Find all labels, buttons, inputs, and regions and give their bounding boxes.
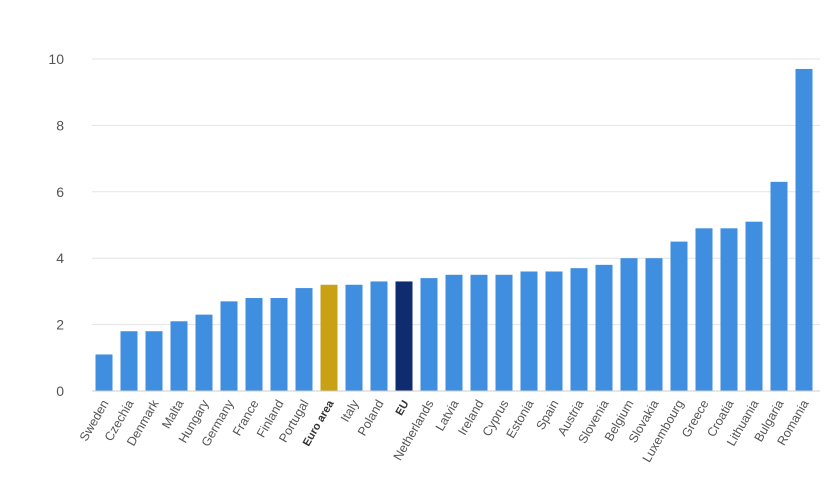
bar-eu xyxy=(395,281,413,391)
bar-portugal xyxy=(295,288,313,391)
y-tick-label: 0 xyxy=(56,383,64,399)
bar-spain xyxy=(545,271,563,391)
bar-cyprus xyxy=(495,274,513,391)
y-tick-label: 2 xyxy=(56,317,64,333)
y-tick-label: 10 xyxy=(48,51,64,67)
bar-malta xyxy=(170,321,188,391)
x-axis-labels: SwedenCzechiaDenmarkMaltaHungaryGermanyF… xyxy=(77,397,812,465)
x-tick-label: EU xyxy=(394,398,412,417)
bar-italy xyxy=(345,284,363,391)
bar-netherlands xyxy=(420,278,438,391)
y-tick-label: 8 xyxy=(56,117,64,133)
bar-hungary xyxy=(195,314,213,391)
x-tick-label: Italy xyxy=(338,397,362,425)
bar-ireland xyxy=(470,274,488,391)
bar-czechia xyxy=(120,331,138,391)
bar-denmark xyxy=(145,331,163,391)
bar-finland xyxy=(270,298,288,391)
bar-slovenia xyxy=(595,264,613,391)
bar-latvia xyxy=(445,274,463,391)
bar-poland xyxy=(370,281,388,391)
bar-sweden xyxy=(95,354,113,391)
bar-euro-area xyxy=(320,284,338,391)
bar-austria xyxy=(570,268,588,391)
bar-france xyxy=(245,298,263,391)
y-tick-label: 6 xyxy=(56,184,64,200)
bar-romania xyxy=(795,68,813,392)
bar-greece xyxy=(695,228,713,391)
bar-lithuania xyxy=(745,221,763,391)
bar-slovakia xyxy=(645,258,663,391)
bar-belgium xyxy=(620,258,638,391)
bar-luxembourg xyxy=(670,241,688,391)
bar-croatia xyxy=(720,228,738,391)
bars xyxy=(95,68,813,392)
bar-germany xyxy=(220,301,238,391)
bar-bulgaria xyxy=(770,181,788,391)
y-tick-label: 4 xyxy=(56,250,64,266)
bar-estonia xyxy=(520,271,538,391)
y-axis-ticks: 0 2 4 6 8 10 xyxy=(48,51,64,399)
